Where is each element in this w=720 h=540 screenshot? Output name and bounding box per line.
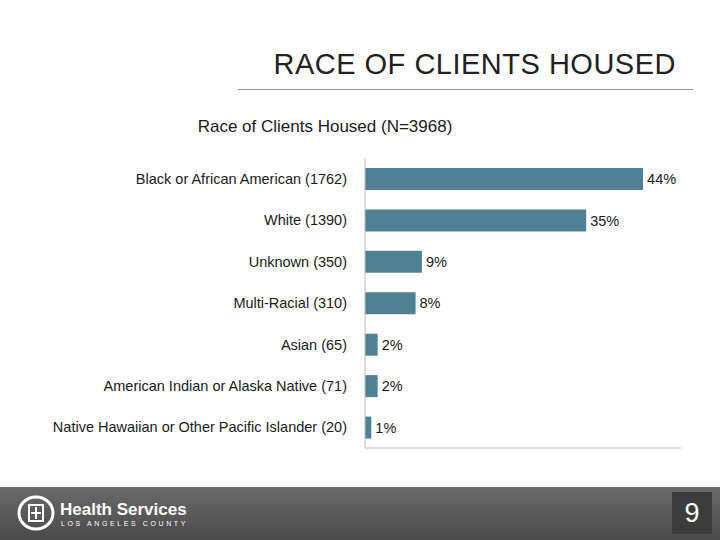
svg-text:2%: 2%: [382, 337, 403, 353]
svg-text:9%: 9%: [426, 254, 447, 270]
svg-text:8%: 8%: [420, 295, 441, 311]
svg-text:2%: 2%: [382, 378, 403, 394]
svg-text:Asian (65): Asian (65): [281, 337, 347, 353]
svg-text:Black or African American (176: Black or African American (1762): [136, 171, 347, 187]
svg-text:44%: 44%: [647, 171, 676, 187]
html-text:Race of Clients Housed (N=3968: Race of Clients Housed (N=3968): [197, 117, 453, 136]
html-text:Health Services: Health Services: [60, 500, 187, 519]
svg-text:Multi-Racial (310): Multi-Racial (310): [233, 295, 347, 311]
svg-text:35%: 35%: [590, 213, 619, 229]
svg-text:Native Hawaiian or Other Pacif: Native Hawaiian or Other Pacific Islande…: [53, 419, 347, 435]
html-text:RACE OF CLIENTS HOUSED: RACE OF CLIENTS HOUSED: [273, 48, 676, 80]
svg-text:White (1390): White (1390): [264, 212, 347, 228]
html-text:9: 9: [684, 498, 700, 528]
svg-text:Unknown (350): Unknown (350): [249, 254, 347, 270]
svg-text:American Indian or Alaska Nati: American Indian or Alaska Native (71): [104, 378, 347, 394]
svg-text:1%: 1%: [375, 420, 396, 436]
html-text:LOS ANGELES COUNTY: LOS ANGELES COUNTY: [61, 520, 188, 527]
